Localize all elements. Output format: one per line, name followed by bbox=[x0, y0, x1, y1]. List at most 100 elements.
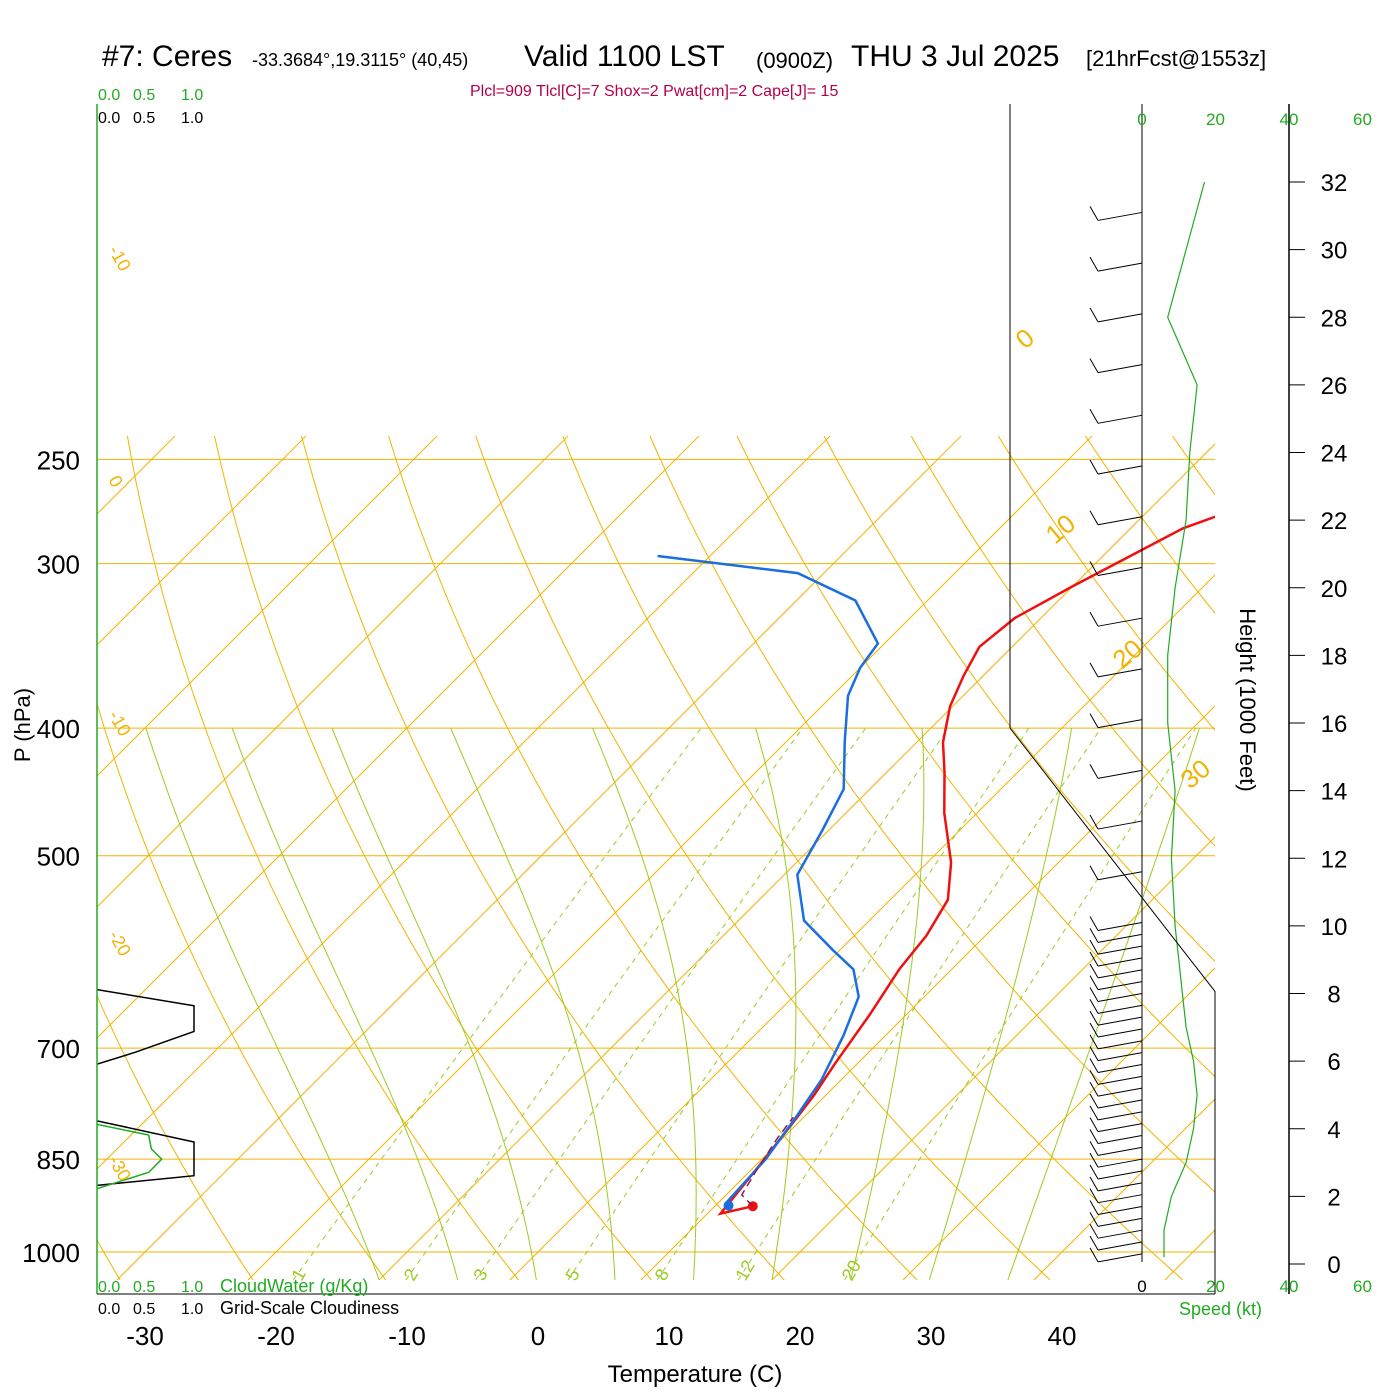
isotherm-line bbox=[97, 435, 438, 777]
wind-barb-flag bbox=[1089, 1046, 1099, 1061]
dry-adiabat bbox=[1172, 435, 1215, 496]
wind-barb-flag bbox=[1089, 928, 1099, 943]
height-tick-label: 22 bbox=[1321, 508, 1348, 535]
cloudwater-scale-bottom: 0.5 bbox=[133, 1279, 155, 1296]
wind-barb-flag bbox=[1089, 865, 1099, 881]
wind-barb bbox=[1097, 933, 1143, 943]
temp-tick-label: 20 bbox=[786, 1321, 815, 1351]
mixing-ratio-label: 5 bbox=[562, 1265, 584, 1284]
wind-barb bbox=[1097, 1170, 1143, 1180]
wind-barb-flag bbox=[1089, 1235, 1099, 1251]
zulu-time: (0900Z) bbox=[756, 48, 834, 73]
wind-barb bbox=[1097, 769, 1143, 779]
dry-adiabat bbox=[97, 994, 254, 1281]
wind-barb bbox=[1097, 1158, 1143, 1168]
dry-adiabat bbox=[214, 435, 652, 1281]
wind-barb-flag bbox=[1089, 307, 1099, 323]
wind-barb bbox=[1097, 1135, 1143, 1145]
cloudiness-profile bbox=[97, 1120, 195, 1187]
isotherm-line bbox=[1164, 1229, 1215, 1281]
isotherm-line bbox=[116, 435, 962, 1281]
isotherm-line bbox=[97, 435, 831, 1170]
isotherm-label: 10 bbox=[1040, 508, 1081, 550]
cloudiness-scale-top: 0.0 bbox=[98, 110, 120, 127]
height-tick-label: 26 bbox=[1321, 373, 1348, 400]
wind-barb bbox=[1097, 1052, 1143, 1062]
moist-adiabat bbox=[331, 727, 537, 1280]
wind-barb bbox=[1097, 1146, 1143, 1156]
wind-barb bbox=[1097, 1123, 1143, 1133]
wind-barb bbox=[1097, 1028, 1143, 1038]
plot-right-boundary bbox=[1009, 104, 1216, 1294]
wind-barb-flag bbox=[1089, 1188, 1099, 1203]
pressure-tick-label: 700 bbox=[37, 1034, 80, 1064]
speed-tick-top: 0 bbox=[1137, 110, 1146, 129]
speed-tick-bottom: 0 bbox=[1137, 1277, 1146, 1296]
moist-adiabat bbox=[592, 727, 697, 1280]
height-tick-label: 4 bbox=[1327, 1117, 1340, 1144]
series-temperature bbox=[717, 515, 1215, 1216]
cloudiness-label: Grid-Scale Cloudiness bbox=[220, 1298, 399, 1318]
wind-barb-flag bbox=[1089, 764, 1099, 779]
dry-adiabat bbox=[475, 435, 1051, 1281]
mixing-ratio-line bbox=[844, 727, 1197, 1281]
cloudwater-scale-top: 0.5 bbox=[133, 87, 155, 104]
dry-adiabat bbox=[1347, 436, 1400, 1280]
cloudwater-scale-bottom: 0.0 bbox=[98, 1279, 120, 1296]
speed-tick-top: 20 bbox=[1206, 110, 1225, 129]
wind-barb bbox=[1097, 1064, 1143, 1073]
mixing-ratio-label: 2 bbox=[400, 1265, 422, 1284]
dry-adiabat bbox=[823, 435, 1215, 963]
dry-adiabat bbox=[301, 435, 785, 1281]
wind-barb-flag bbox=[1089, 1176, 1099, 1192]
wind-barb bbox=[1097, 1229, 1143, 1239]
dry-adiabat-label: -20 bbox=[105, 927, 135, 960]
dry-adiabat bbox=[126, 435, 519, 1281]
forecast-info: [21hrFcst@1553z] bbox=[1086, 46, 1267, 71]
wind-barb-flag bbox=[1089, 1141, 1099, 1156]
wind-barb-flag bbox=[1089, 1105, 1099, 1121]
wind-barb-flag bbox=[1089, 1164, 1099, 1180]
wind-barb-flag bbox=[1089, 951, 1099, 967]
wind-barb-flag bbox=[1089, 611, 1099, 627]
wind-barb bbox=[1097, 1087, 1143, 1097]
cloudiness-scale-top: 0.5 bbox=[133, 110, 155, 127]
moist-adiabat bbox=[1007, 727, 1200, 1281]
wind-barb-flag bbox=[1089, 1117, 1099, 1132]
height-tick-label: 8 bbox=[1327, 982, 1340, 1009]
wind-barb-flag bbox=[1089, 1247, 1099, 1263]
isotherm-label: 0 bbox=[1010, 322, 1040, 354]
cloudwater-scale-bottom: 1.0 bbox=[181, 1279, 203, 1296]
wind-barb-flag bbox=[1089, 459, 1099, 475]
wind-barb bbox=[1097, 1016, 1143, 1026]
moist-adiabat bbox=[755, 727, 797, 1280]
wind-barb bbox=[1097, 566, 1143, 576]
wind-barb bbox=[1097, 1004, 1143, 1014]
isotherm-label: 30 bbox=[1175, 753, 1216, 795]
dry-adiabat bbox=[562, 435, 1184, 1281]
mixing-ratio-line bbox=[475, 727, 867, 1281]
dry-adiabat-label: -10 bbox=[105, 707, 135, 740]
wind-barb-flag bbox=[1089, 1129, 1099, 1144]
isotherm-line bbox=[97, 435, 700, 1039]
cloudwater-scale-top: 0.0 bbox=[98, 87, 120, 104]
wind-barb-flag bbox=[1089, 1034, 1099, 1050]
temp-tick-label: 30 bbox=[917, 1321, 946, 1351]
wind-barb bbox=[1097, 969, 1143, 979]
height-tick-label: 0 bbox=[1327, 1252, 1340, 1279]
dry-adiabat bbox=[910, 435, 1215, 847]
height-tick-label: 2 bbox=[1327, 1184, 1340, 1211]
height-tick-label: 16 bbox=[1321, 711, 1348, 738]
wind-barb bbox=[1097, 1206, 1143, 1216]
wind-barb bbox=[1097, 871, 1143, 881]
mixing-ratio-line bbox=[405, 727, 804, 1281]
speed-tick-top: 40 bbox=[1280, 110, 1299, 129]
wind-barb-flag bbox=[1089, 939, 1099, 955]
cloudiness-scale-bottom: 1.0 bbox=[181, 1301, 203, 1318]
wind-barb bbox=[1097, 465, 1143, 475]
wind-barb bbox=[1097, 1075, 1143, 1085]
wind-barb-flag bbox=[1089, 1081, 1099, 1097]
isotherm-line bbox=[97, 435, 176, 515]
wind-barb bbox=[1097, 1111, 1143, 1121]
wind-barb bbox=[1097, 1217, 1143, 1227]
